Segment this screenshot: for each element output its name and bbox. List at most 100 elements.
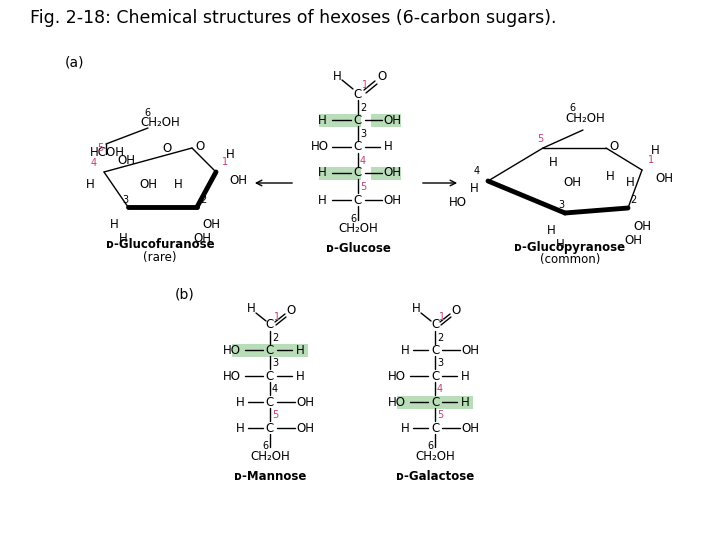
Text: 3: 3 <box>272 358 278 368</box>
Text: 4: 4 <box>272 384 278 394</box>
Text: H: H <box>86 178 94 191</box>
Text: H: H <box>384 140 392 153</box>
Text: (a): (a) <box>65 55 84 69</box>
Text: 5: 5 <box>537 134 543 144</box>
Text: 4: 4 <box>360 156 366 166</box>
Text: 1: 1 <box>439 312 445 322</box>
Text: 6: 6 <box>262 441 268 451</box>
Text: 6: 6 <box>144 108 150 118</box>
Text: 2: 2 <box>360 103 366 113</box>
Text: ᴅ-Glucopyranose: ᴅ-Glucopyranose <box>514 241 626 254</box>
Text: 5: 5 <box>360 182 366 192</box>
Text: H: H <box>461 369 469 382</box>
Bar <box>371 166 401 179</box>
Text: C: C <box>431 343 439 356</box>
Text: CH₂OH: CH₂OH <box>140 117 180 130</box>
Text: H: H <box>400 422 410 435</box>
Text: 4: 4 <box>437 384 443 394</box>
Text: H: H <box>400 343 410 356</box>
Bar <box>371 113 401 126</box>
Text: CH₂OH: CH₂OH <box>415 449 455 462</box>
Text: HO: HO <box>449 197 467 210</box>
Bar <box>319 166 361 179</box>
Text: HO: HO <box>388 369 406 382</box>
Text: Fig. 2-18: Chemical structures of hexoses (6-carbon sugars).: Fig. 2-18: Chemical structures of hexose… <box>30 9 557 27</box>
Text: 1: 1 <box>362 80 368 90</box>
Text: 2: 2 <box>200 195 206 205</box>
Bar <box>397 395 473 408</box>
Text: C: C <box>354 113 362 126</box>
Text: OH: OH <box>139 179 157 192</box>
Text: H: H <box>556 239 564 252</box>
Text: (common): (common) <box>540 253 600 267</box>
Text: C: C <box>431 422 439 435</box>
Text: H: H <box>296 369 305 382</box>
Text: H: H <box>469 183 478 195</box>
Text: C: C <box>266 395 274 408</box>
Text: H: H <box>333 70 341 83</box>
Text: H: H <box>109 219 118 232</box>
Text: 4: 4 <box>474 166 480 176</box>
Text: 1: 1 <box>222 157 228 167</box>
Text: OH: OH <box>193 233 211 246</box>
Text: C: C <box>354 87 362 100</box>
Text: HO: HO <box>388 395 406 408</box>
Text: O: O <box>287 305 296 318</box>
Text: HO: HO <box>223 369 241 382</box>
Text: OH: OH <box>383 166 401 179</box>
Bar <box>232 343 308 356</box>
Text: CH₂OH: CH₂OH <box>338 221 378 234</box>
Text: ᴅ-Glucofuranose: ᴅ-Glucofuranose <box>106 239 215 252</box>
Text: H: H <box>546 225 555 238</box>
Text: C: C <box>431 319 439 332</box>
Text: 5: 5 <box>437 410 443 420</box>
Text: HO: HO <box>311 140 329 153</box>
Text: H: H <box>247 302 256 315</box>
Text: 1: 1 <box>274 312 280 322</box>
Text: H: H <box>225 147 235 160</box>
Text: C: C <box>266 319 274 332</box>
Text: 3: 3 <box>437 358 443 368</box>
Text: H: H <box>626 176 634 188</box>
Text: HO: HO <box>223 343 241 356</box>
Text: H: H <box>119 233 127 246</box>
Text: C: C <box>266 369 274 382</box>
Text: OH: OH <box>383 113 401 126</box>
Text: C: C <box>431 395 439 408</box>
Text: OH: OH <box>117 153 135 166</box>
Text: H: H <box>318 193 326 206</box>
Text: OH: OH <box>202 219 220 232</box>
Text: 6: 6 <box>569 103 575 113</box>
Text: (b): (b) <box>175 288 194 302</box>
Text: 6: 6 <box>427 441 433 451</box>
Text: ᴅ-Galactose: ᴅ-Galactose <box>396 469 474 483</box>
Text: 2: 2 <box>630 195 636 205</box>
Text: OH: OH <box>383 193 401 206</box>
Text: C: C <box>431 369 439 382</box>
Text: H: H <box>174 179 182 192</box>
Text: H: H <box>412 302 420 315</box>
Text: 3: 3 <box>122 195 128 205</box>
Text: H: H <box>461 395 469 408</box>
Text: ᴅ-Glucose: ᴅ-Glucose <box>325 241 390 254</box>
Text: OH: OH <box>296 422 314 435</box>
Text: O: O <box>163 141 171 154</box>
Text: O: O <box>609 139 618 152</box>
Text: ᴅ-Mannose: ᴅ-Mannose <box>234 469 306 483</box>
Bar <box>319 113 361 126</box>
Text: 2: 2 <box>437 333 443 343</box>
Text: O: O <box>377 71 387 84</box>
Text: H: H <box>235 422 244 435</box>
Text: O: O <box>451 305 461 318</box>
Text: 3: 3 <box>558 200 564 210</box>
Text: H: H <box>651 144 660 157</box>
Text: 4: 4 <box>91 158 97 168</box>
Text: H: H <box>235 395 244 408</box>
Text: (rare): (rare) <box>143 251 176 264</box>
Text: OH: OH <box>229 173 247 186</box>
Text: OH: OH <box>563 176 581 188</box>
Text: CH₂OH: CH₂OH <box>565 111 605 125</box>
Text: OH: OH <box>655 172 673 185</box>
Text: 6: 6 <box>350 214 356 224</box>
Text: OH: OH <box>296 395 314 408</box>
